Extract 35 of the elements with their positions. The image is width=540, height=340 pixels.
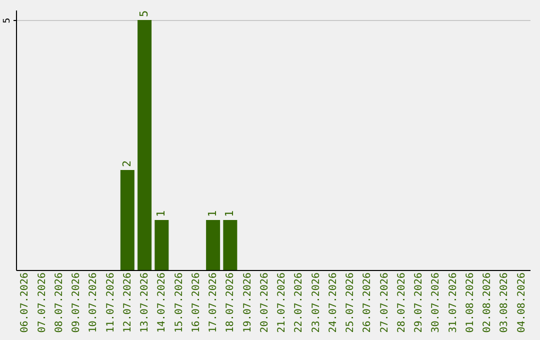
x-tick-label: 16.07.2026 [190,272,202,333]
x-tick-label: 01.08.2026 [464,272,476,333]
data-label: 5 [138,10,151,17]
x-tick-label: 15.07.2026 [174,272,185,333]
x-tick-label: 19.07.2026 [242,272,254,333]
x-tick-label: 09.07.2026 [71,272,82,333]
x-tick-label: 26.07.2026 [362,272,374,333]
x-tick-label: 25.07.2026 [345,272,356,333]
data-label: 1 [154,210,168,217]
x-tick-label: 31.07.2026 [448,272,459,333]
data-label: 1 [223,210,236,217]
x-tick-label: 17.07.2026 [208,272,220,333]
x-tick-label: 22.07.2026 [294,272,305,333]
x-tick-label: 23.07.2026 [310,272,322,333]
x-tick-label: 08.07.2026 [54,272,65,333]
x-tick-label: 24.07.2026 [328,272,339,333]
x-tick-label: 03.08.2026 [499,272,510,333]
x-tick-label: 27.07.2026 [379,272,390,333]
x-tick-label: 14.07.2026 [156,272,168,333]
x-tick-label: 29.07.2026 [414,272,425,333]
x-tick-label: 10.07.2026 [88,272,100,333]
x-tick-label: 06.07.2026 [20,272,31,333]
x-tick-label: 07.07.2026 [36,272,48,333]
x-tick-label: 28.07.2026 [396,272,408,333]
x-tick-label: 18.07.2026 [225,272,236,333]
x-tick-label: 30.07.2026 [430,272,442,333]
x-tick-label: 12.07.2026 [122,272,134,333]
x-tick-label: 20.07.2026 [259,272,270,333]
x-tick-label: 02.08.2026 [482,272,494,333]
x-tick-label: 04.08.2026 [516,272,528,333]
x-tick-label: 11.07.2026 [105,272,116,333]
x-tick-label: 13.07.2026 [140,272,151,333]
x-tick-label: 21.07.2026 [276,272,288,333]
data-label: 2 [120,160,134,167]
data-label: 1 [206,210,220,217]
